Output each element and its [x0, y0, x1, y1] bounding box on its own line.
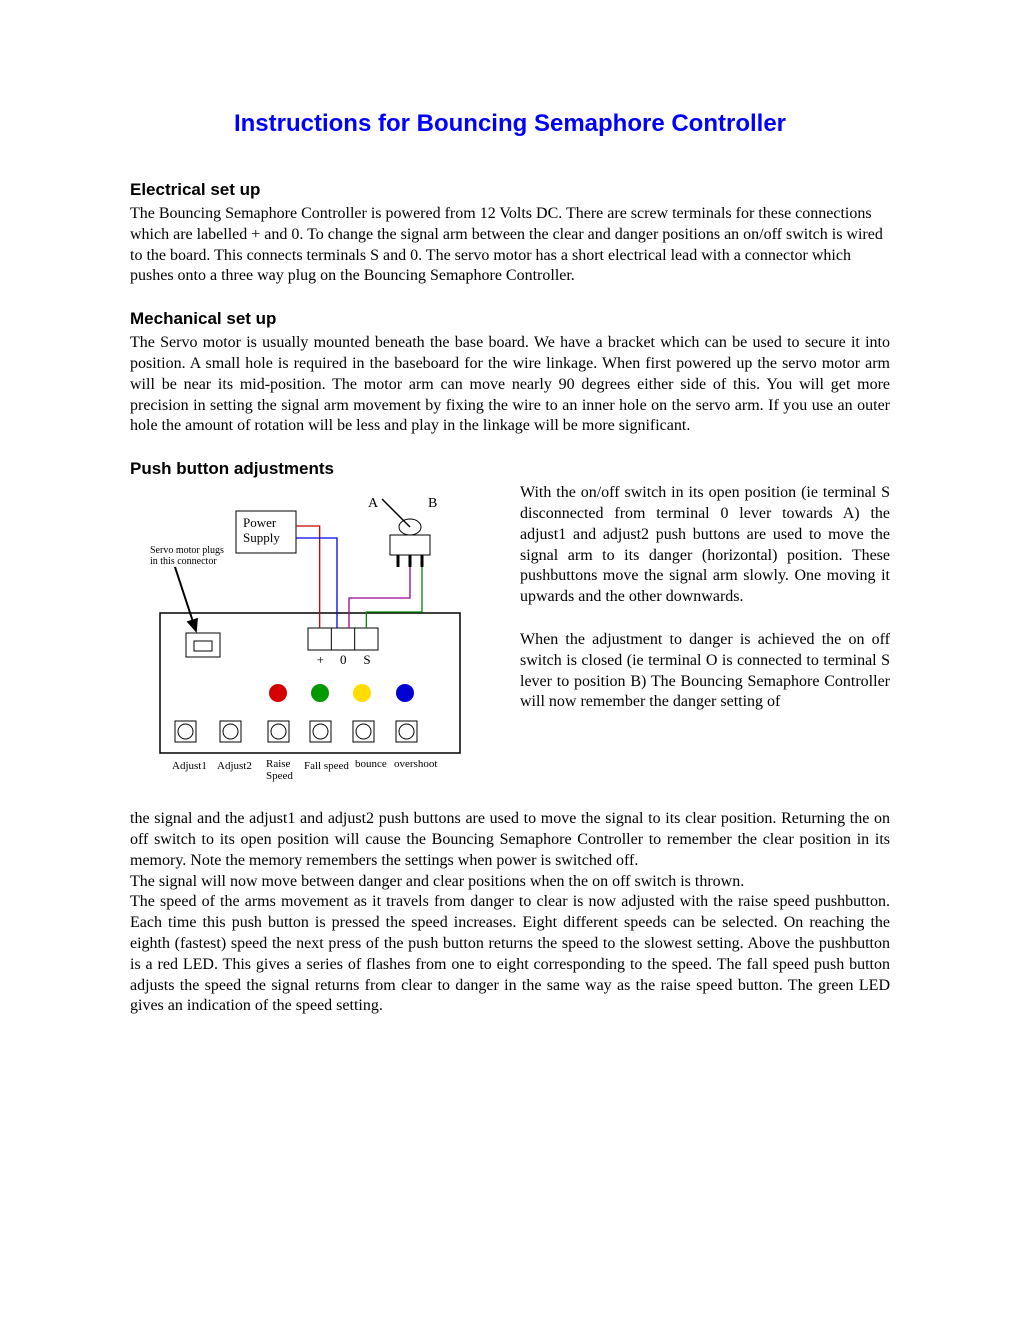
pushbutton-continued3: The speed of the arms movement as it tra…: [130, 892, 890, 1017]
electrical-body: The Bouncing Semaphore Controller is pow…: [130, 204, 890, 287]
pushbutton-continued1: the signal and the adjust1 and adjust2 p…: [130, 809, 890, 871]
pushbutton-para2: When the adjustment to danger is achieve…: [520, 630, 890, 713]
svg-text:0: 0: [340, 652, 347, 667]
svg-text:S: S: [363, 652, 370, 667]
svg-text:Raise: Raise: [266, 758, 291, 770]
svg-text:Speed: Speed: [266, 770, 293, 782]
pushbutton-continued2: The signal will now move between danger …: [130, 872, 890, 893]
pushbutton-para1: With the on/off switch in its open posit…: [520, 483, 890, 608]
diagram-column: PowerSupply A B Servo motor plugsin this co…: [130, 483, 500, 803]
pushbutton-text-column: With the on/off switch in its open posit…: [520, 483, 890, 713]
svg-text:A: A: [368, 496, 379, 511]
svg-text:Fall speed: Fall speed: [304, 760, 349, 772]
controller-diagram: PowerSupply A B Servo motor plugsin this co…: [130, 483, 490, 803]
svg-text:+: +: [317, 652, 324, 667]
svg-text:Servo motor plugs: Servo motor plugs: [150, 545, 224, 556]
svg-text:in this connector: in this connector: [150, 556, 217, 567]
svg-text:B: B: [428, 496, 437, 511]
svg-text:Supply: Supply: [243, 530, 280, 545]
pushbutton-content-row: PowerSupply A B Servo motor plugsin this co…: [130, 483, 890, 803]
mechanical-heading: Mechanical set up: [130, 309, 890, 329]
electrical-heading: Electrical set up: [130, 180, 890, 200]
svg-text:Adjust1: Adjust1: [172, 760, 207, 772]
svg-text:overshoot: overshoot: [394, 758, 437, 770]
svg-text:Power: Power: [243, 515, 277, 530]
svg-text:bounce: bounce: [355, 758, 387, 770]
svg-text:Adjust2: Adjust2: [217, 760, 252, 772]
page-title: Instructions for Bouncing Semaphore Cont…: [130, 110, 890, 138]
pushbutton-heading: Push button adjustments: [130, 459, 890, 479]
mechanical-body: The Servo motor is usually mounted benea…: [130, 333, 890, 437]
